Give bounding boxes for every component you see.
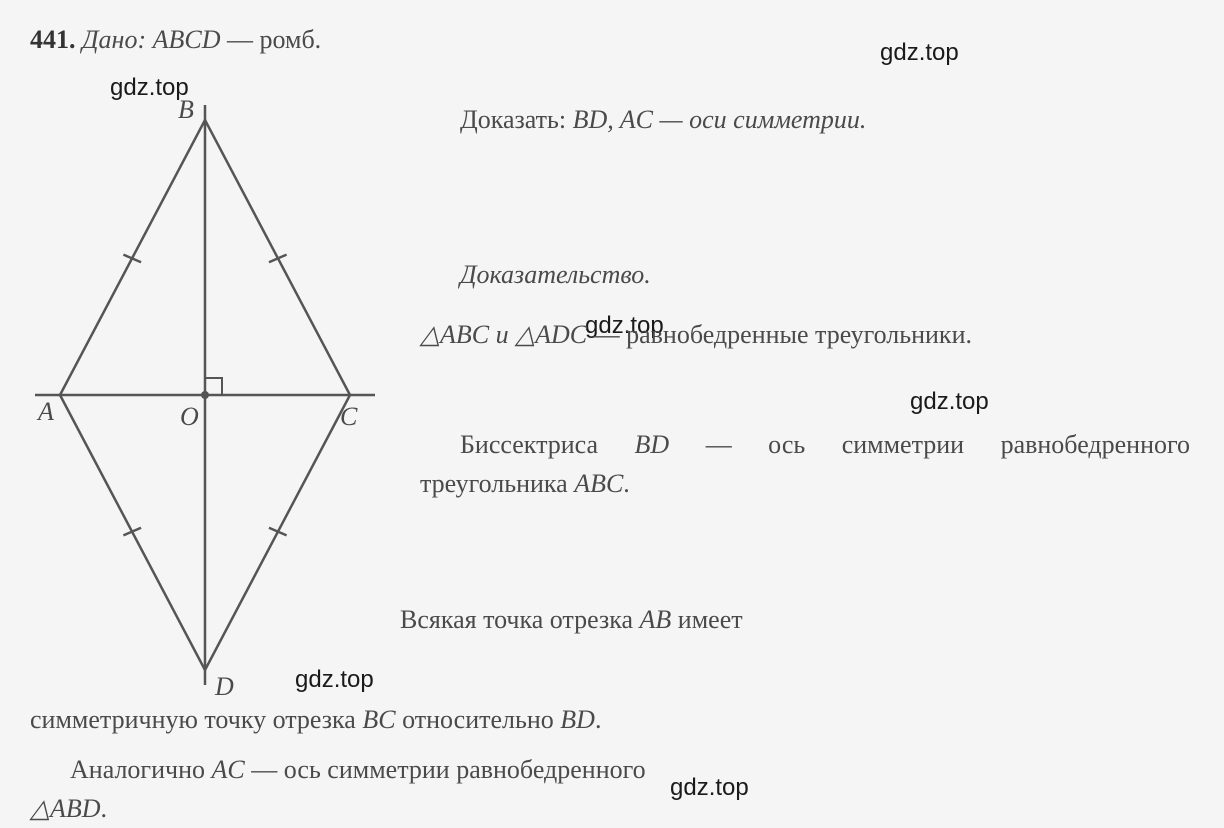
proof-line-3: Всякая точка отрезка AB имеет xyxy=(400,600,1190,639)
prove-block: Доказать: BD, AC — оси сим­метрии. xyxy=(420,100,1190,139)
proof4a: симметричную точку отрезка xyxy=(30,705,362,734)
problem-statement: 441. Дано: ABCD — ромб. xyxy=(30,20,321,59)
proof3c: имеет xyxy=(671,605,742,634)
proof4c: относительно xyxy=(396,705,561,734)
rhombus-diagram: A B C D O xyxy=(30,100,380,680)
proof5c: — ось симметрии равнобедренного xyxy=(245,755,646,784)
proof5b: AC xyxy=(212,755,245,784)
proof-line-4: симметричную точку отрезка BC относитель… xyxy=(30,700,1194,739)
given-abcd: ABCD xyxy=(153,25,221,54)
proof-title: Доказательство. xyxy=(460,255,651,294)
prove-label: Доказать: xyxy=(460,105,566,134)
proof2d: ABC xyxy=(574,469,623,498)
proof1b: — равнобедрен­ные треугольники. xyxy=(587,320,972,349)
proof-line-1: △ABC и △ADC — равнобедрен­ные треугольни… xyxy=(420,315,1190,354)
watermark-1: gdz.top xyxy=(880,35,959,71)
prove-text: BD, AC — оси сим­метрии. xyxy=(566,105,866,134)
proof2b: BD xyxy=(635,430,670,459)
proof-line-5: Аналогично AC — ось симметрии равнобедре… xyxy=(30,750,1194,828)
proof6b: . xyxy=(101,794,108,823)
proof2a: Биссектриса xyxy=(460,430,635,459)
problem-number: 441. xyxy=(30,25,76,54)
label-C: C xyxy=(340,402,358,431)
label-A: A xyxy=(36,397,54,426)
proof2e: . xyxy=(623,469,630,498)
proof3a: Всякая точка отрезка xyxy=(400,605,640,634)
proof1a: △ABC и △ADC xyxy=(420,320,587,349)
proof4e: . xyxy=(595,705,602,734)
proof6a: △ABD xyxy=(30,794,101,823)
given-label: Дано: xyxy=(82,25,146,54)
proof4d: BD xyxy=(560,705,595,734)
proof-line-2: Биссектриса BD — ось симмет­рии равнобед… xyxy=(420,425,1190,503)
proof4b: BC xyxy=(362,705,395,734)
label-O: O xyxy=(180,402,199,431)
label-D: D xyxy=(214,672,234,700)
proof5a: Аналогично xyxy=(70,755,212,784)
label-B: B xyxy=(178,100,194,124)
given-suffix: — ромб. xyxy=(221,25,322,54)
watermark-4: gdz.top xyxy=(910,384,989,420)
proof3b: AB xyxy=(640,605,672,634)
